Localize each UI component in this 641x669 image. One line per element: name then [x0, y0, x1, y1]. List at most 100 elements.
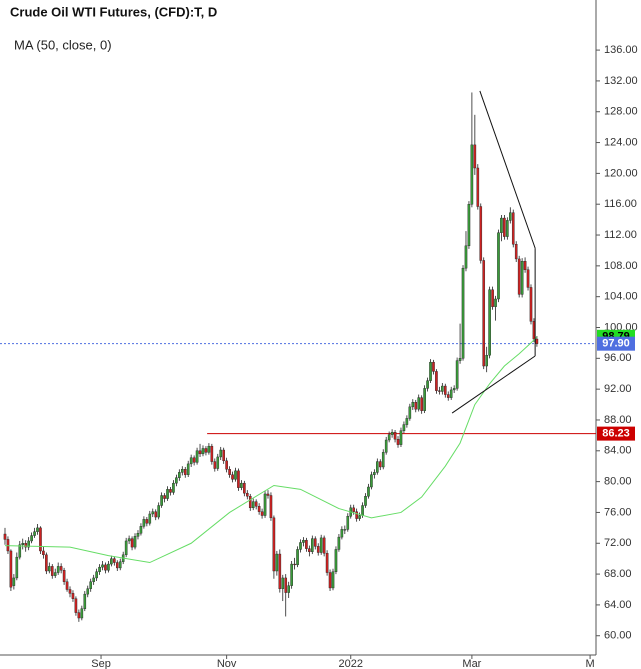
candle-body — [139, 526, 143, 534]
candle-body — [364, 496, 367, 506]
candle-body — [352, 507, 355, 512]
candle-body — [452, 388, 456, 391]
candle-body — [225, 460, 228, 470]
candle-body — [458, 358, 462, 361]
candle-body — [18, 544, 22, 558]
price-tag-label: 86.23 — [602, 428, 630, 440]
candle-body — [378, 461, 382, 468]
candle-body — [305, 539, 308, 549]
candle-body — [390, 432, 394, 435]
candle-body — [65, 581, 69, 590]
candle-body — [180, 469, 184, 473]
x-tick-label: Nov — [217, 658, 237, 669]
candle-body — [325, 553, 329, 573]
candle-body — [157, 505, 160, 518]
candle-body — [115, 562, 119, 569]
candle-body — [110, 558, 113, 565]
candle-body — [441, 385, 444, 392]
candle-body — [15, 556, 19, 579]
candle-body — [322, 537, 326, 554]
y-tick-label: 80.00 — [604, 476, 632, 488]
candle-body — [101, 564, 104, 568]
candle-body — [59, 566, 63, 571]
candle-body — [423, 388, 426, 411]
candle-body — [455, 360, 459, 389]
candle-body — [24, 543, 27, 548]
candle-body — [476, 167, 480, 207]
candle-body — [148, 513, 152, 524]
candle-body — [446, 394, 450, 398]
candle-body — [420, 397, 423, 411]
candle-body — [260, 511, 264, 516]
candle-body — [287, 585, 290, 593]
candle-body — [83, 593, 87, 609]
y-tick-label: 68.00 — [604, 568, 632, 580]
candle-body — [331, 571, 335, 589]
candle-body — [113, 558, 116, 563]
trendline — [479, 90, 536, 249]
candle-body — [535, 338, 539, 344]
candle-body — [520, 261, 524, 295]
candle-body — [523, 261, 527, 270]
candle-body — [491, 289, 494, 307]
candle-body — [432, 361, 435, 372]
candle-body — [21, 543, 25, 546]
candle-body — [387, 434, 391, 441]
candle-body — [169, 489, 172, 493]
candle-body — [414, 402, 418, 410]
y-tick-label: 84.00 — [604, 445, 632, 457]
candle-body — [299, 542, 302, 550]
candle-body — [396, 439, 400, 445]
candle-body — [473, 144, 477, 169]
chart-title: Crude Oil WTI Futures, (CFD):T, D — [10, 4, 217, 19]
candle-body — [479, 206, 483, 261]
candle-body — [80, 608, 84, 619]
candle-body — [198, 450, 202, 455]
candle-body — [509, 212, 512, 221]
y-tick-label: 132.00 — [604, 75, 638, 87]
candle-body — [3, 533, 7, 540]
candle-body — [361, 505, 364, 516]
candle-body — [189, 457, 193, 465]
ma-line — [4, 336, 538, 564]
candle-body — [219, 449, 223, 458]
candle-body — [269, 495, 273, 519]
candle-body — [313, 538, 317, 547]
candle-body — [257, 506, 261, 512]
candle-body — [500, 217, 503, 233]
candle-body — [529, 287, 533, 322]
y-tick-label: 72.00 — [604, 537, 632, 549]
candle-body — [104, 564, 107, 571]
x-tick-label: Mar — [462, 658, 481, 669]
y-tick-label: 88.00 — [604, 414, 632, 426]
y-tick-label: 76.00 — [604, 506, 632, 518]
candle-body — [497, 232, 500, 300]
candle-body — [343, 529, 347, 531]
candle-body — [246, 492, 249, 497]
candle-body — [482, 260, 486, 367]
y-tick-label: 64.00 — [604, 599, 632, 611]
candle-body — [30, 535, 33, 542]
candle-body — [231, 474, 234, 480]
candle-body — [50, 566, 54, 576]
candle-body — [411, 402, 415, 408]
candle-body — [68, 589, 72, 594]
x-tick-label: 2022 — [338, 658, 362, 669]
price-tag-label: 97.90 — [602, 338, 630, 350]
candle-body — [56, 566, 60, 573]
candle-body — [27, 540, 30, 548]
y-tick-label: 116.00 — [604, 198, 637, 210]
candle-body — [62, 570, 66, 582]
candle-body — [443, 385, 447, 395]
candle-body — [402, 424, 406, 431]
candle-body — [142, 519, 146, 527]
candle-body — [438, 390, 441, 392]
candle-body — [92, 577, 95, 582]
candle-body — [511, 212, 515, 245]
candle-body — [195, 450, 199, 463]
candle-body — [278, 553, 282, 589]
candle-body — [240, 482, 243, 488]
candle-body — [506, 220, 509, 237]
candle-body — [42, 550, 45, 556]
candle-body — [12, 577, 16, 586]
